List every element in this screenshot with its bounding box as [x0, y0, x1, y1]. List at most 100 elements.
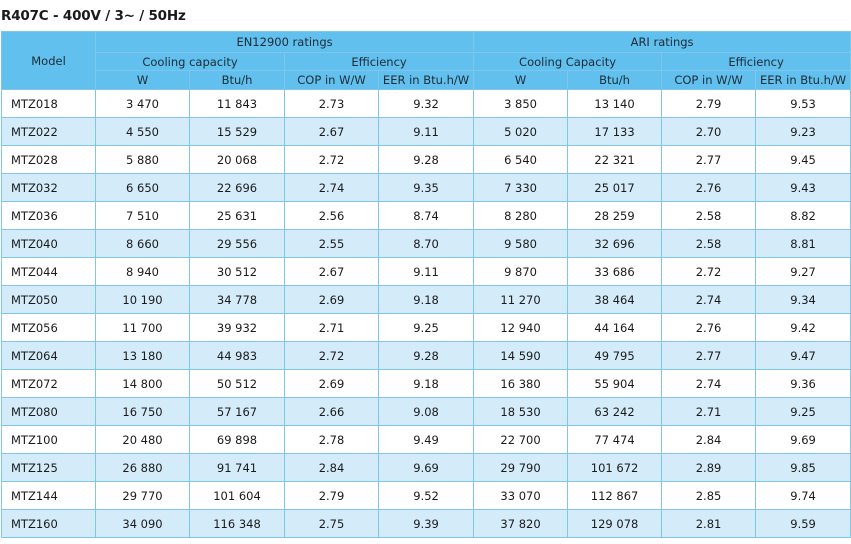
cell-en-w: 34 090: [95, 509, 190, 538]
cell-en-w: 11 700: [95, 313, 190, 342]
cell-en-eer: 8.70: [377, 229, 475, 258]
cell-ari-cop: 2.89: [661, 453, 757, 482]
cell-en-btuh: 44 983: [189, 341, 285, 370]
table-body: MTZ018 3 470 11 843 2.73 9.32 3 850 13 140 2.79…: [1, 89, 851, 538]
cell-en-cop: 2.55: [284, 229, 379, 258]
cell-en-btuh: 34 778: [189, 285, 285, 314]
cell-ari-w: 9 580: [473, 229, 569, 258]
header-ari-cop: COP in W/W: [661, 70, 757, 90]
cell-ari-eer: 9.25: [755, 397, 851, 426]
cell-en-cop: 2.78: [284, 425, 379, 454]
cell-ari-w: 12 940: [473, 313, 569, 342]
cell-ari-cop: 2.76: [661, 313, 757, 342]
header-en-cop: COP in W/W: [284, 70, 379, 90]
cell-ari-eer: 9.53: [755, 89, 851, 118]
cell-en-cop: 2.67: [284, 257, 379, 286]
ratings-table: Model EN12900 ratings ARI ratings Coolin…: [1, 31, 851, 538]
cell-ari-cop: 2.58: [661, 201, 757, 230]
cell-ari-cop: 2.84: [661, 425, 757, 454]
header-en-efficiency: Efficiency: [283, 52, 475, 71]
cell-ari-cop: 2.79: [661, 89, 757, 118]
cell-en-eer: 9.35: [377, 173, 475, 202]
cell-en-cop: 2.72: [284, 341, 379, 370]
cell-ari-w: 37 820: [473, 509, 569, 538]
cell-en-eer: 8.74: [377, 201, 475, 230]
cell-model: MTZ050: [1, 285, 96, 314]
cell-ari-eer: 9.36: [755, 369, 851, 398]
cell-en-cop: 2.75: [284, 509, 379, 538]
cell-ari-cop: 2.70: [661, 117, 757, 146]
cell-ari-btuh: 49 795: [567, 341, 663, 370]
cell-ari-eer: 9.74: [755, 481, 851, 510]
cell-ari-btuh: 112 867: [567, 481, 663, 510]
cell-en-eer: 9.49: [377, 425, 475, 454]
cell-ari-cop: 2.81: [661, 509, 757, 538]
cell-ari-btuh: 28 259: [567, 201, 663, 230]
cell-ari-w: 6 540: [473, 145, 569, 174]
cell-ari-cop: 2.71: [661, 397, 757, 426]
cell-ari-eer: 9.42: [755, 313, 851, 342]
table-row: MTZ044 8 940 30 512 2.67 9.11 9 870 33 686 2.72…: [1, 257, 851, 286]
cell-en-btuh: 57 167: [189, 397, 285, 426]
cell-en-btuh: 91 741: [189, 453, 285, 482]
cell-en-cop: 2.73: [284, 89, 379, 118]
cell-ari-btuh: 38 464: [567, 285, 663, 314]
cell-en-cop: 2.66: [284, 397, 379, 426]
cell-ari-w: 8 280: [473, 201, 569, 230]
cell-en-w: 10 190: [95, 285, 190, 314]
cell-model: MTZ018: [1, 89, 96, 118]
table-row: MTZ125 26 880 91 741 2.84 9.69 29 790 101 672 2…: [1, 453, 851, 482]
table-row: MTZ022 4 550 15 529 2.67 9.11 5 020 17 133 2.70…: [1, 117, 851, 146]
cell-ari-w: 33 070: [473, 481, 569, 510]
cell-ari-cop: 2.85: [661, 481, 757, 510]
cell-model: MTZ072: [1, 369, 96, 398]
header-ari-eer: EER in Btu.h/W: [755, 70, 851, 90]
cell-ari-btuh: 63 242: [567, 397, 663, 426]
cell-en-w: 26 880: [95, 453, 190, 482]
table-row: MTZ080 16 750 57 167 2.66 9.08 18 530 63 242 2.…: [1, 397, 851, 426]
cell-model: MTZ056: [1, 313, 96, 342]
cell-en-btuh: 29 556: [189, 229, 285, 258]
table-row: MTZ144 29 770 101 604 2.79 9.52 33 070 112 867…: [1, 481, 851, 510]
cell-model: MTZ036: [1, 201, 96, 230]
cell-en-w: 29 770: [95, 481, 190, 510]
cell-en-w: 14 800: [95, 369, 190, 398]
cell-ari-btuh: 77 474: [567, 425, 663, 454]
cell-en-eer: 9.52: [377, 481, 475, 510]
header-ari-cooling-capacity: Cooling Capacity: [473, 52, 663, 71]
cell-en-btuh: 69 898: [189, 425, 285, 454]
cell-ari-eer: 9.85: [755, 453, 851, 482]
cell-ari-btuh: 44 164: [567, 313, 663, 342]
cell-en-eer: 9.25: [377, 313, 475, 342]
cell-en-btuh: 50 512: [189, 369, 285, 398]
cell-ari-eer: 9.43: [755, 173, 851, 202]
header-ari-ratings: ARI ratings: [473, 31, 851, 53]
header-model: Model: [1, 31, 96, 90]
cell-en-eer: 9.11: [377, 117, 475, 146]
cell-ari-w: 7 330: [473, 173, 569, 202]
table-row: MTZ036 7 510 25 631 2.56 8.74 8 280 28 259 2.58…: [1, 201, 851, 230]
header-en-w: W: [95, 70, 190, 90]
cell-ari-eer: 9.27: [755, 257, 851, 286]
cell-ari-w: 16 380: [473, 369, 569, 398]
cell-ari-btuh: 22 321: [567, 145, 663, 174]
cell-ari-w: 22 700: [473, 425, 569, 454]
cell-ari-cop: 2.72: [661, 257, 757, 286]
cell-model: MTZ080: [1, 397, 96, 426]
cell-en-cop: 2.72: [284, 145, 379, 174]
cell-en-eer: 9.69: [377, 453, 475, 482]
cell-ari-eer: 9.45: [755, 145, 851, 174]
cell-model: MTZ040: [1, 229, 96, 258]
cell-en-btuh: 30 512: [189, 257, 285, 286]
table-title: R407C - 400V / 3~ / 50Hz: [1, 8, 186, 24]
cell-ari-w: 14 590: [473, 341, 569, 370]
cell-ari-cop: 2.74: [661, 369, 757, 398]
cell-ari-w: 29 790: [473, 453, 569, 482]
cell-en-w: 8 940: [95, 257, 190, 286]
cell-en-cop: 2.69: [284, 285, 379, 314]
cell-ari-cop: 2.77: [661, 145, 757, 174]
cell-ari-eer: 9.47: [755, 341, 851, 370]
cell-model: MTZ160: [1, 509, 96, 538]
cell-model: MTZ044: [1, 257, 96, 286]
cell-ari-btuh: 13 140: [567, 89, 663, 118]
